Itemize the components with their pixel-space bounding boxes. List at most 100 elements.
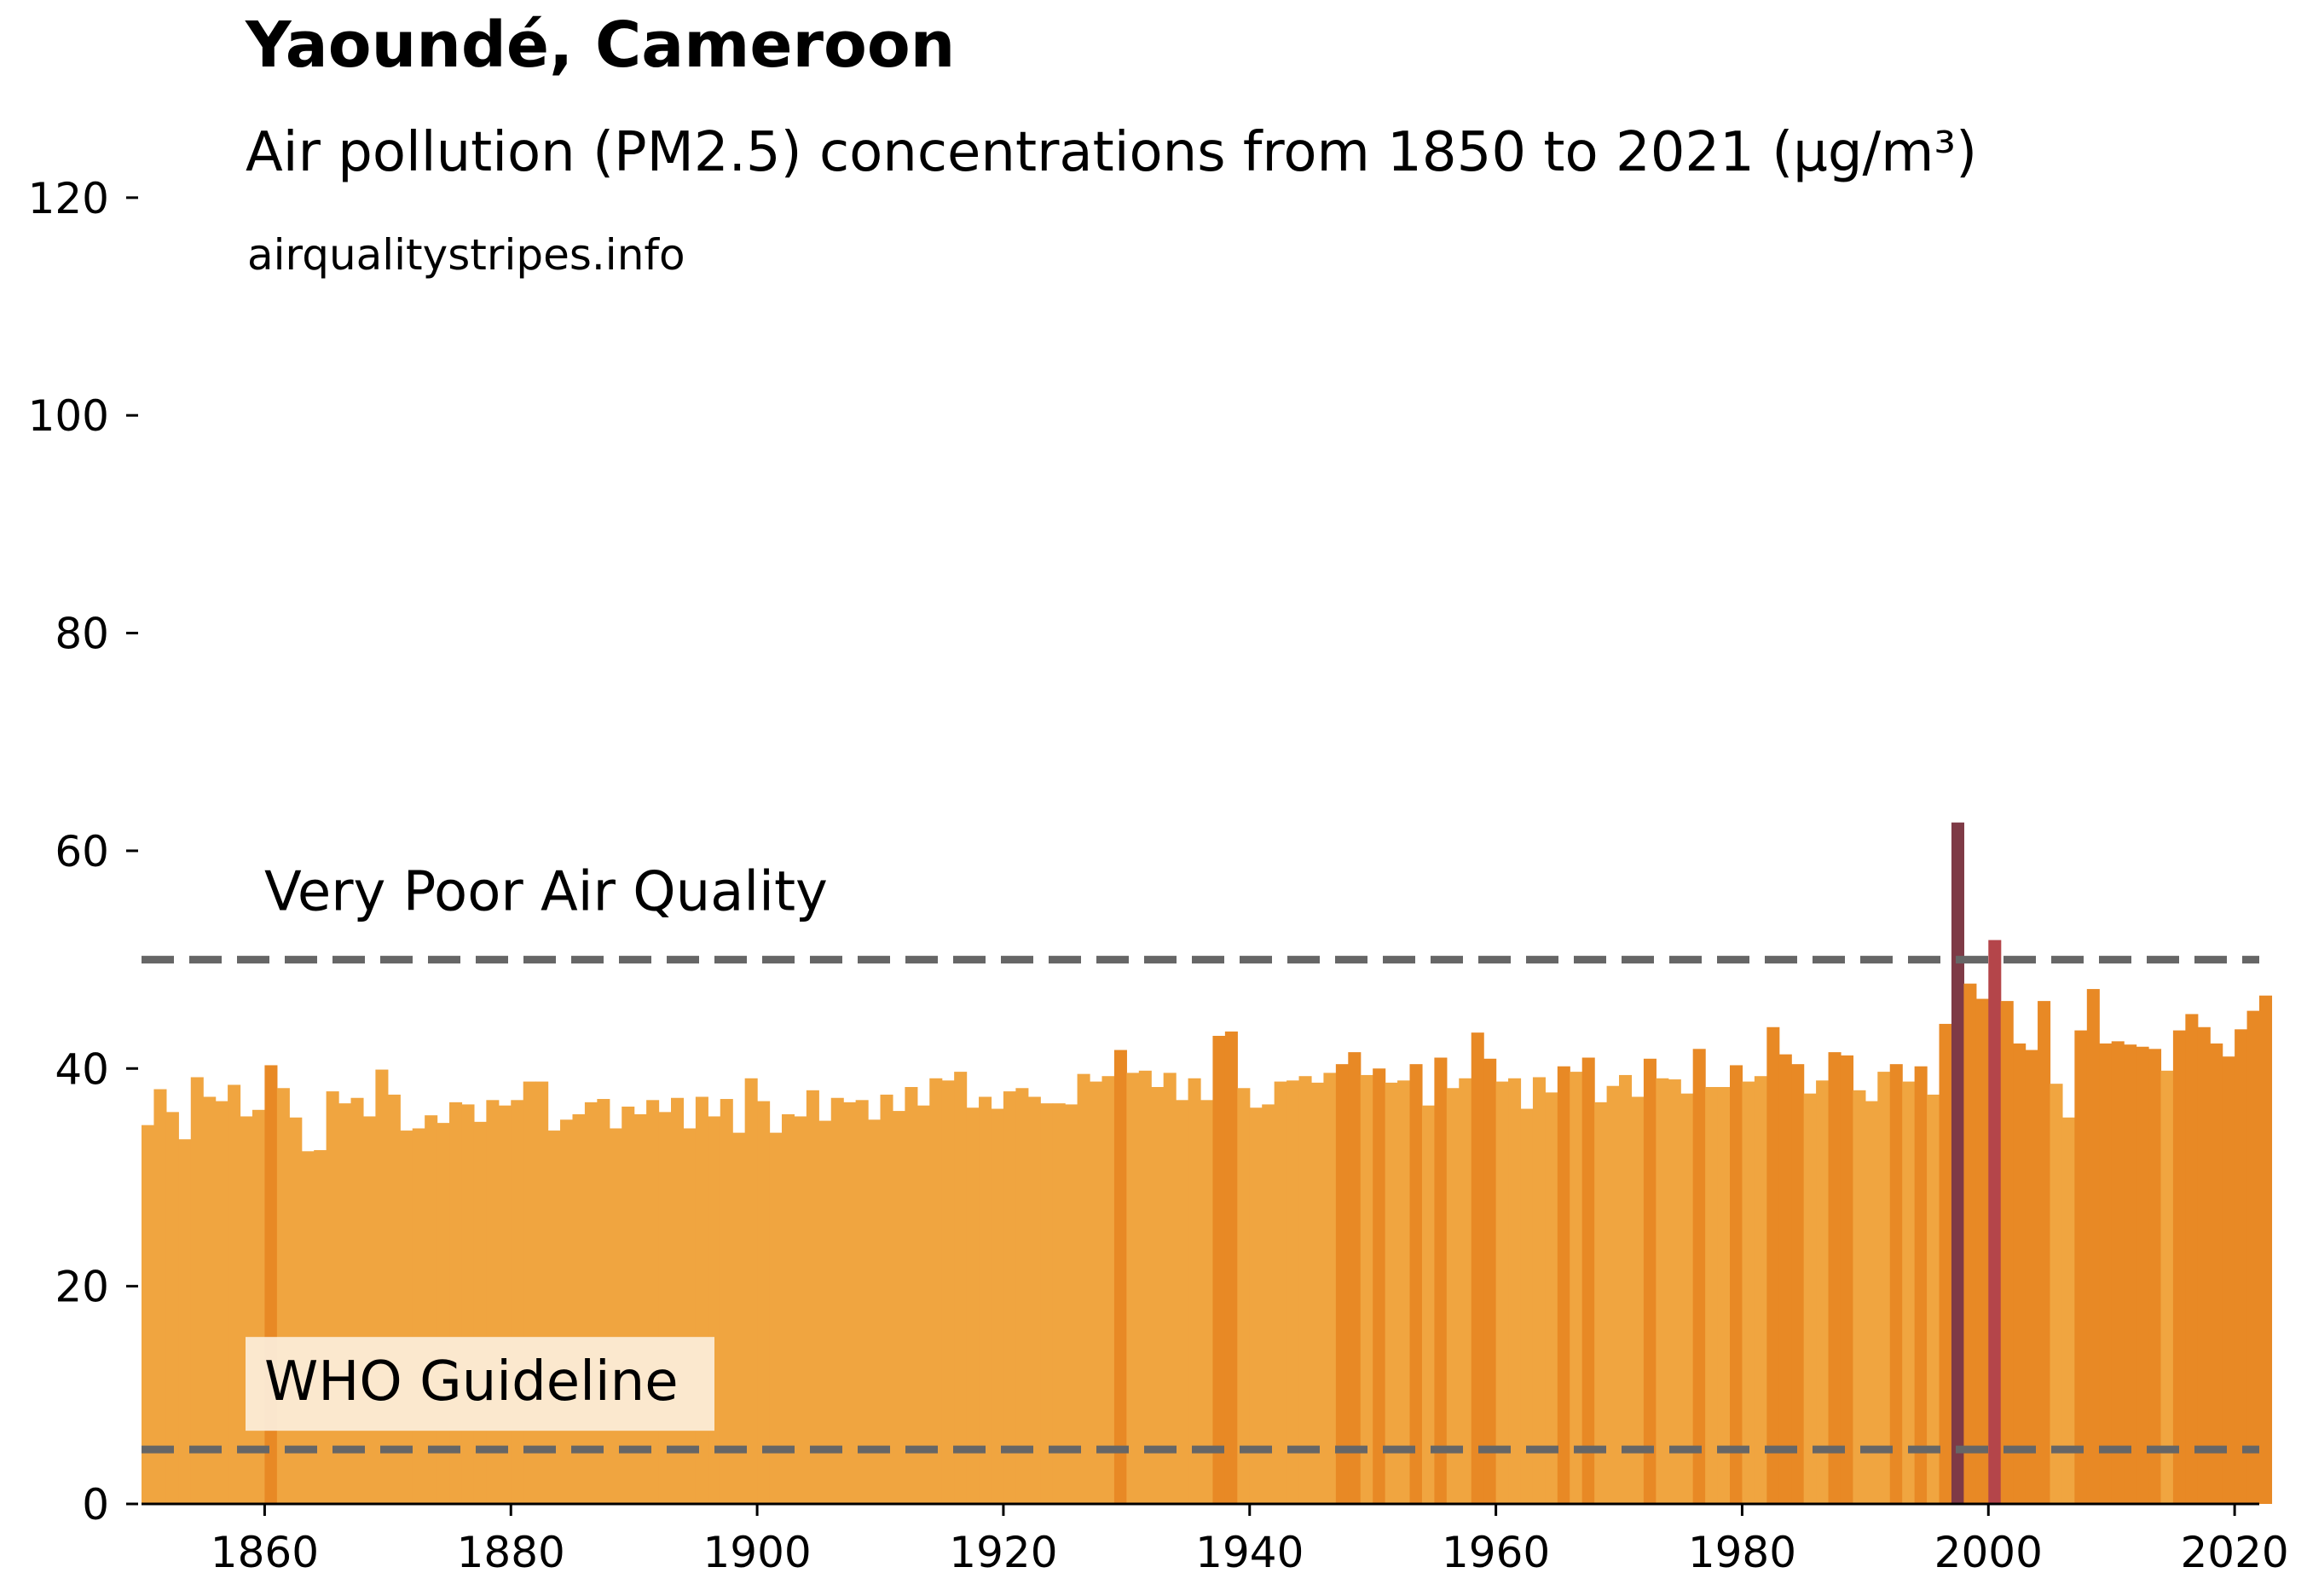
bar-1929 [1113, 1050, 1127, 1504]
bar-1921 [1015, 1088, 1029, 1504]
bar-1878 [486, 1100, 500, 1504]
reference-label-0: Very Poor Air Quality [264, 861, 828, 924]
x-tick-label-1940: 1940 [1195, 1528, 1304, 1577]
reference-label-box-1 [246, 1337, 714, 1431]
x-axis: 1860 1880 1900 1920 1940 1960 1980 2000 2020 [142, 1502, 2289, 1577]
bar-1936 [1200, 1100, 1214, 1504]
bar-2004 [2038, 1001, 2051, 1504]
bar-1890 [633, 1113, 647, 1504]
bar-1968 [1594, 1102, 1608, 1504]
bar-1891 [646, 1100, 660, 1504]
bar-1860 [264, 1065, 278, 1504]
bar-1983 [1778, 1054, 1792, 1504]
bar-1920 [1003, 1091, 1016, 1504]
bar-1855 [203, 1096, 217, 1504]
bar-2016 [2185, 1014, 2199, 1504]
bar-1885 [572, 1113, 586, 1504]
bar-1895 [695, 1096, 708, 1504]
bar-1918 [979, 1096, 992, 1504]
bar-1986 [1816, 1080, 1830, 1504]
bar-1928 [1101, 1076, 1115, 1504]
bar-1999 [1975, 998, 1989, 1504]
bar-2021 [2246, 1010, 2260, 1504]
x-tick-label-1920: 1920 [949, 1528, 1057, 1577]
bar-1886 [584, 1102, 598, 1504]
bar-2010 [2111, 1041, 2125, 1504]
bar-1868 [362, 1116, 376, 1504]
bar-2022 [2259, 995, 2273, 1504]
bar-1911 [892, 1111, 905, 1504]
bar-1955 [1434, 1057, 1448, 1504]
bar-1882 [535, 1081, 549, 1504]
bar-1867 [350, 1097, 364, 1504]
bar-2005 [2050, 1084, 2063, 1504]
y-tick-label-120: 120 [28, 174, 109, 223]
bar-1861 [276, 1088, 290, 1504]
bar-1941 [1262, 1104, 1275, 1504]
bar-1879 [498, 1105, 512, 1504]
bar-2011 [2124, 1044, 2137, 1504]
bar-2020 [2235, 1029, 2248, 1504]
bar-1998 [1963, 983, 1977, 1504]
bar-1930 [1126, 1073, 1140, 1504]
bar-1938 [1224, 1031, 1238, 1504]
bar-1866 [338, 1103, 352, 1504]
bar-1945 [1310, 1082, 1325, 1504]
bar-1980 [1742, 1081, 1755, 1504]
reference-label-1: WHO Guideline [264, 1350, 679, 1414]
reference-line-group: Very Poor Air Quality WHO Guideline [142, 861, 2259, 1454]
bar-group [142, 822, 2273, 1504]
bar-1907 [843, 1102, 857, 1504]
bar-1976 [1692, 1049, 1706, 1504]
bar-1950 [1373, 1068, 1386, 1504]
y-axis: 0 20 40 60 80 100 120 [28, 174, 138, 1530]
bar-1969 [1606, 1085, 1620, 1504]
bar-1949 [1360, 1074, 1373, 1504]
bar-1915 [941, 1080, 955, 1504]
bar-1850 [142, 1125, 155, 1504]
bar-1916 [954, 1072, 968, 1504]
bar-1962 [1520, 1108, 1534, 1504]
bar-1966 [1570, 1072, 1583, 1504]
bar-2012 [2136, 1046, 2149, 1504]
x-tick-label-1880: 1880 [457, 1528, 565, 1577]
bar-1979 [1730, 1065, 1743, 1504]
bar-1964 [1545, 1092, 1558, 1504]
y-tick-label-40: 40 [55, 1044, 109, 1094]
bar-2006 [2061, 1117, 2075, 1504]
bar-1851 [153, 1089, 167, 1504]
bar-1898 [732, 1132, 746, 1504]
bar-1932 [1151, 1086, 1165, 1504]
bar-1965 [1557, 1066, 1570, 1504]
x-tick-label-2020: 2020 [2180, 1528, 2288, 1577]
x-tick-label-1860: 1860 [211, 1528, 319, 1577]
y-tick-label-20: 20 [55, 1263, 109, 1312]
bar-1987 [1828, 1052, 1842, 1504]
bar-1903 [794, 1116, 807, 1504]
x-tick-label-1980: 1980 [1688, 1528, 1796, 1577]
bar-1926 [1077, 1073, 1090, 1504]
y-tick-label-80: 80 [55, 610, 109, 659]
x-tick-label-2000: 2000 [1934, 1528, 2043, 1577]
bar-1892 [658, 1112, 672, 1504]
bar-1917 [966, 1107, 980, 1504]
bar-1931 [1138, 1070, 1152, 1504]
bar-1972 [1643, 1058, 1657, 1504]
bar-1990 [1865, 1101, 1878, 1504]
bar-2015 [2172, 1030, 2186, 1504]
bar-1942 [1274, 1081, 1287, 1504]
bar-1937 [1212, 1035, 1226, 1504]
bar-1919 [991, 1108, 1004, 1504]
bar-1902 [781, 1113, 795, 1504]
bar-2001 [2000, 1001, 2014, 1504]
bar-1954 [1421, 1105, 1435, 1504]
bar-1934 [1176, 1100, 1189, 1504]
bar-1913 [916, 1105, 930, 1504]
bar-1852 [165, 1112, 179, 1504]
bar-1971 [1631, 1096, 1645, 1504]
bar-1992 [1889, 1064, 1903, 1504]
bar-2002 [2013, 1043, 2027, 1504]
bar-1897 [720, 1099, 733, 1504]
bar-1961 [1508, 1078, 1522, 1504]
